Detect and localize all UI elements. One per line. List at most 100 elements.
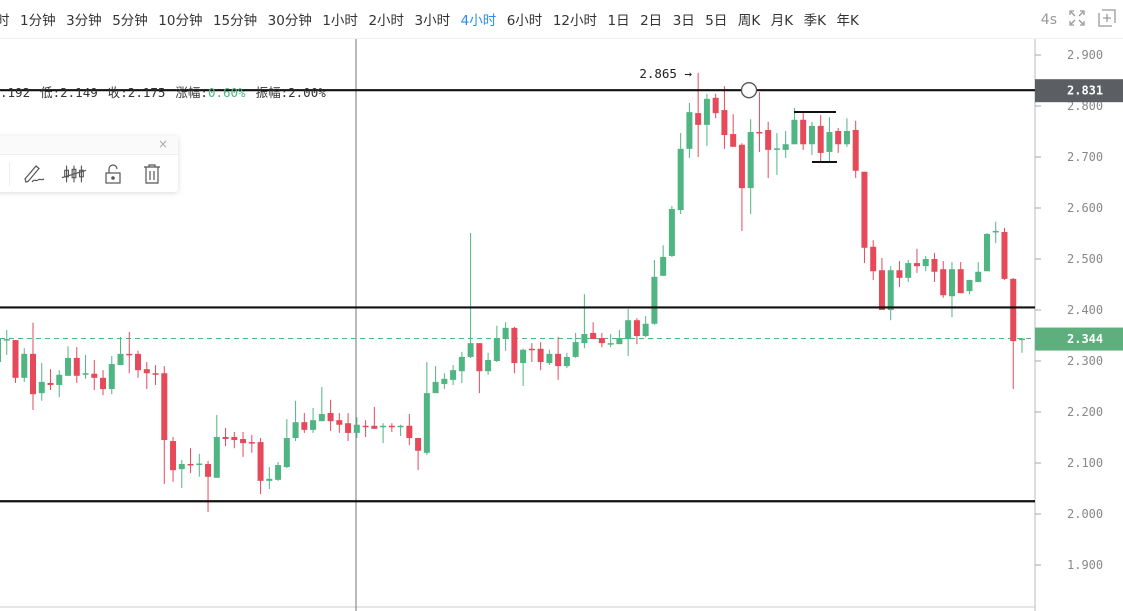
candle-body-up bbox=[82, 373, 89, 375]
interval-tab-5[interactable]: 15分钟 bbox=[212, 13, 258, 29]
candle-body-down bbox=[476, 343, 483, 372]
hide-drawings-icon[interactable] bbox=[61, 161, 87, 187]
candle-body-up bbox=[773, 148, 780, 150]
interval-tab-17[interactable]: 周K bbox=[737, 13, 761, 29]
candle-body-up bbox=[660, 256, 667, 276]
candle-body-up bbox=[450, 370, 457, 380]
candle-body-up bbox=[581, 333, 588, 344]
candle-body-down bbox=[1001, 231, 1008, 279]
y-tick-label: 2.300 bbox=[1067, 354, 1103, 368]
interval-selector: 时 1分钟 3分钟 5分钟 10分钟 15分钟 30分钟 1小时 2小时 3小时 4小时 6小时 12小… bbox=[0, 9, 869, 29]
interval-tab-3[interactable]: 5分钟 bbox=[112, 13, 148, 29]
candle-body-up bbox=[117, 353, 124, 366]
y-tick-label: 2.600 bbox=[1067, 201, 1103, 215]
crosshair-price-label: 2.831 bbox=[1067, 84, 1103, 98]
candle-body-up bbox=[677, 148, 684, 211]
drawing-toolbar[interactable]: × bbox=[0, 136, 178, 192]
toolbar: 时 1分钟 3分钟 5分钟 10分钟 15分钟 30分钟 1小时 2小时 3小时 4小时 6小时 12小… bbox=[0, 0, 1123, 39]
y-tick-label: 2.400 bbox=[1067, 303, 1103, 317]
interval-tab-16[interactable]: 5日 bbox=[705, 13, 728, 29]
candle-body-down bbox=[143, 369, 150, 374]
candle-body-up bbox=[441, 378, 448, 384]
candle-body-down bbox=[327, 413, 334, 422]
interval-tab-10[interactable]: 4小时 bbox=[460, 13, 497, 29]
candle-body-down bbox=[940, 269, 947, 296]
interval-tab-8[interactable]: 2小时 bbox=[368, 13, 405, 29]
pen-icon[interactable] bbox=[22, 161, 48, 187]
candle-body-up bbox=[213, 436, 220, 478]
interval-tab-4[interactable]: 10分钟 bbox=[158, 13, 203, 29]
candle-body-up bbox=[887, 270, 894, 310]
refresh-interval[interactable]: 4s bbox=[1040, 12, 1057, 28]
toolbar-right: 4s bbox=[1041, 8, 1117, 32]
candle-body-down bbox=[590, 332, 597, 340]
candle-body-up bbox=[563, 356, 570, 367]
interval-tab-15[interactable]: 3日 bbox=[672, 13, 695, 29]
candlestick-chart[interactable]: 2.900 2.800 2.700 2.600 2.500 2.400 2.300 2.200… bbox=[0, 39, 1123, 611]
interval-tab-20[interactable]: 年K bbox=[836, 13, 859, 29]
candle-body-down bbox=[205, 464, 212, 477]
candle-body-down bbox=[222, 436, 229, 440]
candle-body-down bbox=[73, 357, 80, 376]
candle-body-down bbox=[931, 259, 938, 272]
y-tick-label: 2.900 bbox=[1067, 48, 1103, 62]
interval-tab-9[interactable]: 3小时 bbox=[414, 13, 451, 29]
candle-body-up bbox=[21, 353, 28, 378]
candle-body-down bbox=[12, 340, 19, 378]
fullscreen-icon[interactable] bbox=[1068, 9, 1086, 31]
candle-body-up bbox=[975, 271, 982, 282]
candle-body-down bbox=[598, 338, 605, 344]
screenshot-icon[interactable] bbox=[1097, 8, 1117, 32]
interval-tab-7[interactable]: 1小时 bbox=[322, 13, 358, 29]
interval-tab-6[interactable]: 30分钟 bbox=[267, 13, 312, 29]
candle-body-down bbox=[170, 441, 177, 471]
y-tick-label: 2.700 bbox=[1067, 150, 1103, 164]
candle-body-up bbox=[992, 230, 999, 233]
drawing-toolbar-header[interactable]: × bbox=[0, 136, 178, 155]
interval-tab-11[interactable]: 6小时 bbox=[506, 13, 543, 29]
trash-icon[interactable] bbox=[139, 161, 165, 187]
candle-body-up bbox=[485, 359, 492, 372]
ohlc-change: 涨幅:0.60% bbox=[175, 85, 245, 100]
candle-body-down bbox=[257, 442, 264, 481]
candle-body-up bbox=[196, 463, 203, 466]
candle-body-down bbox=[161, 373, 168, 441]
interval-tab-2[interactable]: 3分钟 bbox=[66, 13, 102, 29]
candle-body-down bbox=[721, 110, 728, 136]
candle-body-down bbox=[371, 425, 378, 429]
divider bbox=[9, 161, 10, 186]
candle-body-down bbox=[100, 377, 107, 390]
ohlc-low: 低:2.149 bbox=[40, 85, 98, 100]
candle-body-down bbox=[756, 132, 763, 134]
unlock-icon[interactable] bbox=[100, 161, 126, 187]
interval-tab-19[interactable]: 季K bbox=[803, 13, 826, 29]
candle-body-down bbox=[555, 353, 562, 367]
candle-body-down bbox=[91, 373, 98, 378]
candle-body-up bbox=[616, 338, 623, 345]
interval-tab-18[interactable]: 月K bbox=[770, 13, 794, 29]
candle-body-up bbox=[65, 357, 72, 376]
ohlc-readout: .192 低:2.149 收:2.175 涨幅:0.60% 振幅:2.00% bbox=[0, 82, 336, 101]
interval-tab-0[interactable]: 时 bbox=[0, 13, 10, 29]
interval-tab-1[interactable]: 1分钟 bbox=[20, 13, 56, 29]
candle-body-down bbox=[362, 425, 369, 428]
close-icon[interactable]: × bbox=[157, 137, 168, 151]
candle-body-up bbox=[747, 132, 754, 189]
y-tick-label: 1.900 bbox=[1067, 558, 1103, 572]
candle-body-down bbox=[817, 125, 824, 153]
candle-body-up bbox=[791, 119, 798, 145]
candle-body-up bbox=[353, 424, 360, 433]
candle-body-down bbox=[406, 425, 413, 439]
candle-body-up bbox=[397, 425, 404, 428]
interval-tab-12[interactable]: 12小时 bbox=[552, 13, 597, 29]
candle-body-down bbox=[695, 113, 702, 125]
candle-body-up bbox=[283, 438, 290, 468]
candle-body-down bbox=[896, 270, 903, 278]
candle-body-down bbox=[345, 423, 352, 433]
chart-area[interactable]: 2.900 2.800 2.700 2.600 2.500 2.400 2.300 2.200… bbox=[0, 39, 1123, 611]
candle-body-up bbox=[1018, 338, 1025, 341]
interval-tab-14[interactable]: 2日 bbox=[640, 13, 663, 29]
candle-body-up bbox=[56, 374, 63, 385]
interval-tab-13[interactable]: 1日 bbox=[607, 13, 630, 29]
candle-body-up bbox=[3, 339, 10, 341]
